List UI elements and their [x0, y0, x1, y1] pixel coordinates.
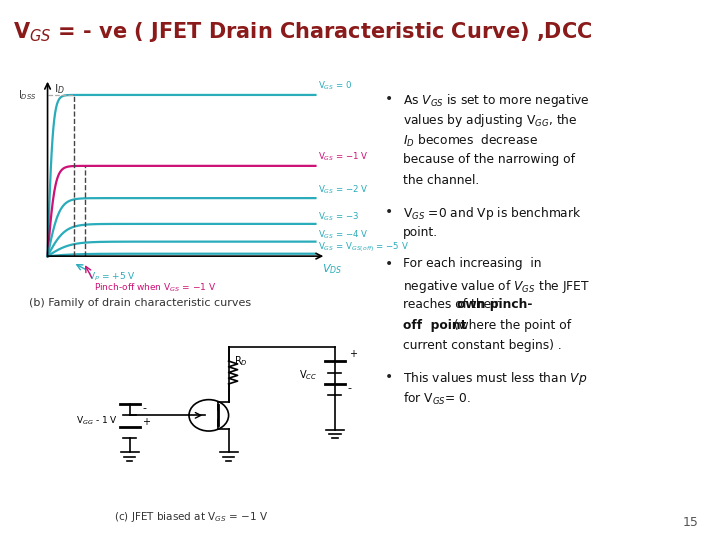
- Text: For each increasing  in: For each increasing in: [403, 257, 541, 270]
- Text: V$_{GS}$ = V$_{GS(off)}$ = −5 V: V$_{GS}$ = V$_{GS(off)}$ = −5 V: [318, 240, 409, 254]
- Text: negative value of $V_{GS}$ the JFET: negative value of $V_{GS}$ the JFET: [403, 278, 590, 294]
- Text: point.: point.: [403, 226, 438, 239]
- Text: V$_{CC}$: V$_{CC}$: [299, 368, 317, 382]
- Text: V$_{GS}$ = - ve ( JFET Drain Characteristic Curve) ,DCC: V$_{GS}$ = - ve ( JFET Drain Characteris…: [13, 21, 593, 44]
- Text: because of the narrowing of: because of the narrowing of: [403, 153, 575, 166]
- Text: for V$_{GS}$= 0.: for V$_{GS}$= 0.: [403, 391, 472, 407]
- Text: -: -: [142, 403, 146, 413]
- Text: values by adjusting V$_{GG}$, the: values by adjusting V$_{GG}$, the: [403, 112, 577, 129]
- Text: •: •: [385, 257, 393, 271]
- Text: •: •: [385, 92, 393, 106]
- Text: •: •: [385, 205, 393, 219]
- Text: reaches of their: reaches of their: [403, 298, 504, 311]
- Text: R$_D$: R$_D$: [234, 354, 248, 368]
- Text: V$_{GS}$ = −1 V: V$_{GS}$ = −1 V: [318, 150, 369, 163]
- Text: V$_{GS}$ =0 and Vp is benchmark: V$_{GS}$ =0 and Vp is benchmark: [403, 205, 582, 222]
- Text: (where the point of: (where the point of: [450, 319, 571, 332]
- Text: 15: 15: [683, 516, 698, 529]
- Text: V$_{GG}$ - 1 V: V$_{GG}$ - 1 V: [76, 415, 117, 427]
- Text: •: •: [385, 370, 393, 384]
- Text: (c) JFET biased at V$_{GS}$ = −1 V: (c) JFET biased at V$_{GS}$ = −1 V: [114, 510, 268, 523]
- Text: Pinch-off when V$_{GS}$ = −1 V: Pinch-off when V$_{GS}$ = −1 V: [94, 281, 216, 294]
- Text: V$_{GS}$ = −3: V$_{GS}$ = −3: [318, 211, 359, 223]
- Text: the channel.: the channel.: [403, 174, 480, 187]
- Text: -: -: [347, 383, 351, 393]
- Text: own pinch-: own pinch-: [457, 298, 533, 311]
- Text: +: +: [142, 417, 150, 428]
- Text: V$_P$ = +5 V: V$_P$ = +5 V: [89, 271, 136, 283]
- Text: $I_D$ becomes  decrease: $I_D$ becomes decrease: [403, 133, 539, 149]
- Text: V$_{GS}$ = −4 V: V$_{GS}$ = −4 V: [318, 228, 369, 241]
- Text: (b) Family of drain characteristic curves: (b) Family of drain characteristic curve…: [29, 298, 251, 308]
- Text: V$_{GS}$ = −2 V: V$_{GS}$ = −2 V: [318, 184, 369, 197]
- Text: I$_{DSS}$: I$_{DSS}$: [18, 88, 37, 102]
- Text: off  point: off point: [403, 319, 467, 332]
- Text: I$_D$: I$_D$: [54, 82, 66, 96]
- Text: $V_{DS}$: $V_{DS}$: [322, 262, 343, 276]
- Text: As $V_{GS}$ is set to more negative: As $V_{GS}$ is set to more negative: [403, 92, 590, 109]
- Text: V$_{GS}$ = 0: V$_{GS}$ = 0: [318, 79, 353, 92]
- Text: +: +: [349, 349, 357, 359]
- Text: current constant begins) .: current constant begins) .: [403, 339, 562, 352]
- Text: This values must less than $Vp$: This values must less than $Vp$: [403, 370, 588, 387]
